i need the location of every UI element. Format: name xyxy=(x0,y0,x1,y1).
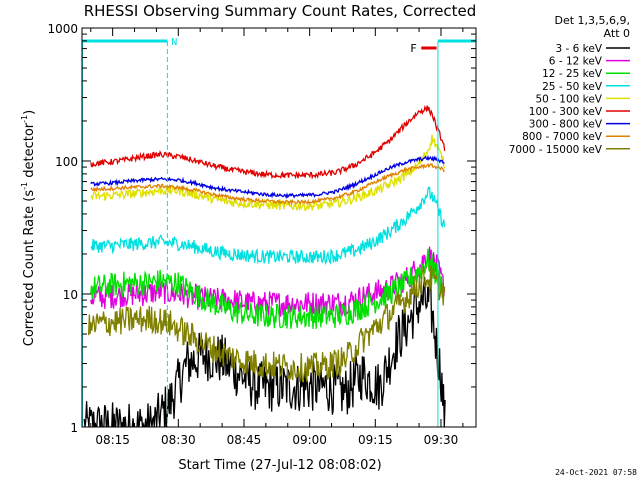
flare-label: F xyxy=(410,42,416,55)
series-line-3 xyxy=(90,248,445,329)
x-tick-label: 09:00 xyxy=(292,433,327,447)
plot-area: N F 08:15 08:30 08:45 09:00 09:15 09:30 1 10 100 10… xyxy=(47,22,477,447)
series-line-2 xyxy=(90,246,446,317)
y-tick-label: 1 xyxy=(70,421,78,435)
y-tick-label: 100 xyxy=(55,155,78,169)
x-tick-label: 08:45 xyxy=(227,433,262,447)
plot-frame xyxy=(81,27,477,428)
series-group xyxy=(83,105,446,427)
legend-label-2: 6 - 12 keV xyxy=(549,56,603,68)
legend-header-line-1: Det 1,3,5,6,9, xyxy=(554,14,630,27)
x-axis-label: Start Time (27-Jul-12 08:08:02) xyxy=(178,458,381,473)
y-tick-label: 1000 xyxy=(47,22,78,36)
y-tick-label: 10 xyxy=(63,288,78,302)
legend-header-line-2: Att 0 xyxy=(604,27,630,40)
legend-header: Det 1,3,5,6,9, Att 0 xyxy=(554,14,630,40)
x-tick-label: 09:30 xyxy=(424,433,459,447)
series-line-9 xyxy=(87,265,446,383)
x-tick-label: 09:15 xyxy=(358,433,393,447)
chart-title: RHESSI Observing Summary Count Rates, Co… xyxy=(84,2,477,20)
legend-label-3: 12 - 25 keV xyxy=(542,68,603,80)
x-tick-label: 08:15 xyxy=(95,433,130,447)
night-label: N xyxy=(171,37,177,48)
legend-label-8: 800 - 7000 keV xyxy=(522,131,603,143)
series-line-4 xyxy=(90,186,446,266)
legend-label-7: 300 - 800 keV xyxy=(529,119,603,131)
legend-label-1: 3 - 6 keV xyxy=(555,43,602,55)
legend-label-9: 7000 - 15000 keV xyxy=(509,144,603,156)
series-line-7 xyxy=(90,154,445,200)
x-tick-label: 08:30 xyxy=(161,433,196,447)
generation-date: 24-Oct-2021 07:58 xyxy=(555,468,637,477)
series-line-6 xyxy=(90,105,446,180)
y-axis-label: Corrected Count Rate (s-1 detector-1) xyxy=(20,110,37,346)
series-line-8 xyxy=(90,163,445,207)
legend-label-6: 100 - 300 keV xyxy=(529,106,603,118)
series-line-5 xyxy=(90,134,446,212)
legend-label-4: 25 - 50 keV xyxy=(542,81,603,93)
legend-label-5: 50 - 100 keV xyxy=(535,93,602,105)
